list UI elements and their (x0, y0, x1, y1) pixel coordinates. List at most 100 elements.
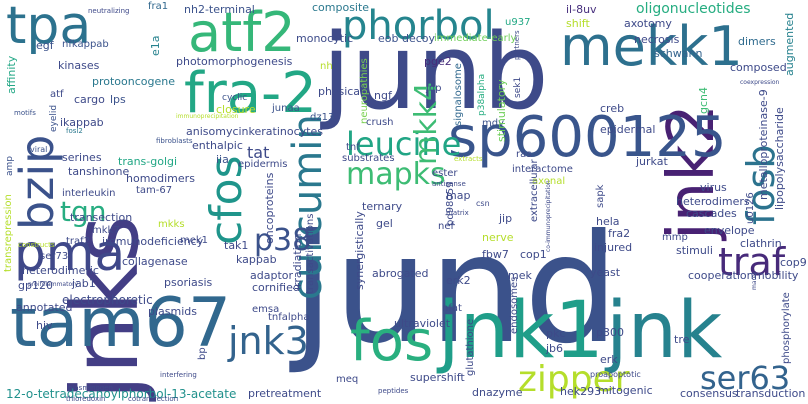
word-plasminogen: plasminogen (68, 384, 113, 392)
word-cop1: cop1 (520, 248, 547, 261)
word-tgn: tgn (60, 195, 107, 228)
word-cop9: cop9 (780, 256, 807, 269)
word-synergistically: synergistically (353, 211, 366, 290)
word-injured: injured (594, 241, 633, 254)
word-ultraviolet: ultraviolet (394, 317, 451, 330)
word-mitogenic: mitogenic (598, 384, 653, 397)
word-bp: bp (197, 347, 208, 360)
word-kinases: kinases (58, 59, 100, 72)
word-neutralizing: neutralizing (88, 7, 130, 15)
word-jb6: jb6 (546, 342, 564, 355)
word-jnk1: jnk1 (438, 286, 604, 376)
word-cargo: cargo (74, 93, 105, 106)
word-affinity: affinity (5, 55, 18, 94)
word-dnazyme: dnazyme (472, 386, 523, 399)
word-protooncogene: protooncogene (92, 75, 176, 88)
word-tpa: tpa (6, 0, 92, 56)
word-tre: tre (674, 333, 690, 346)
word-mdv: mdv (482, 118, 505, 129)
word-clathrin: clathrin (740, 237, 782, 250)
word-matrix: matrix (446, 209, 469, 217)
word-eob-decoy: eob decoy (378, 32, 436, 45)
word-ras: ras (516, 149, 532, 160)
word-jnk3: jnk3 (228, 319, 309, 363)
word-sapk: sapk (595, 184, 606, 208)
word-jnk: jnk (606, 286, 723, 376)
word-transactivations: transactivations (305, 213, 316, 294)
word-nfat: nfat (442, 303, 462, 314)
word-creb: creb (600, 102, 625, 115)
word-kappab: kappab (236, 253, 277, 266)
word-oncoproteins: oncoproteins (263, 172, 276, 244)
word-stimulatory: stimulatory (495, 79, 508, 142)
word-mkks: mkks (158, 219, 185, 230)
word-epidermis: epidermis (238, 159, 288, 170)
word-augmented: augmented (783, 12, 796, 76)
word-immediate-early: immediate-early (434, 33, 517, 44)
word-pretreatment: pretreatment (248, 387, 322, 400)
word-gp120: gp120 (18, 279, 53, 292)
word-dz13: dz13 (310, 112, 335, 123)
word-nef: nef (438, 221, 455, 232)
word-phorbol: phorbol (342, 3, 495, 49)
word-meq: meq (336, 374, 359, 385)
word-interactome: interactome (512, 164, 573, 175)
word-iia: iia (216, 153, 229, 166)
word-ternary: ternary (362, 200, 403, 213)
word-gcn4: gcn4 (697, 86, 710, 114)
word-gel: gel (376, 217, 393, 230)
word-signalosome: signalosome (453, 63, 464, 126)
word-mobility: mobility (754, 269, 799, 282)
word-mek: mek (508, 269, 532, 282)
word-cooperation: cooperation (688, 269, 754, 282)
word-cotransfection: cotransfection (128, 395, 179, 403)
word-anisomycinkeratinocytes: anisomycinkeratinocytes (186, 125, 323, 138)
word-oligonucleotides: oligonucleotides (636, 1, 751, 17)
word-junb: junb (322, 11, 549, 133)
word-cornified: cornified (252, 281, 300, 294)
word-atf2: atf2 (188, 1, 296, 64)
word-jab1: jab1 (72, 277, 96, 290)
word-atf: atf (50, 89, 64, 100)
word-monocytic: monocytic (296, 32, 354, 45)
word-tnfalpha: tnfalpha (268, 312, 310, 323)
word-glutathione: glutathione (465, 318, 476, 376)
word-ser63: ser63 (700, 359, 791, 397)
word-transduction: transduction (736, 387, 806, 400)
word-u0126: u0126 (745, 192, 756, 224)
word-tak1: tak1 (224, 239, 249, 252)
word-motifs: motifs (14, 109, 36, 117)
word-consensus: consensus (680, 387, 738, 400)
word-tanshinone: tanshinone (68, 165, 130, 178)
word-tat: tat (247, 143, 270, 162)
word-nh2-terminal: nh2-terminal (184, 3, 255, 16)
word-e1a: e1a (149, 35, 162, 56)
word-virus: virus (700, 181, 727, 194)
word-viral: viral (30, 145, 48, 154)
word-lps: lps (110, 93, 126, 106)
word-composed: composed (730, 61, 787, 74)
word-fra2: fra2 (608, 227, 631, 240)
word-leucine: leucine (346, 125, 462, 163)
word-extracellular: extracellular (529, 159, 540, 222)
word-pma: pma (14, 224, 126, 282)
word-egf: egf (36, 39, 54, 52)
word-transrepression: transrepression (3, 194, 14, 272)
word-sek1: sek1 (513, 76, 523, 98)
word-nfkappab: nfkappab (62, 39, 109, 50)
word-csn: csn (476, 199, 490, 208)
word-extracts: extracts (454, 155, 483, 163)
word-partners: partners (513, 30, 521, 60)
word-ikappab: ikappab (60, 116, 104, 129)
word-electrophoretic: electrophoretic (62, 293, 153, 307)
word-proapoptotic: proapoptotic (590, 370, 641, 379)
word-fibroblasts: fibroblasts (156, 137, 193, 145)
word-sp600125: sp600125 (448, 105, 727, 170)
word-photomorphogenesis: photomorphogenesis (176, 55, 293, 68)
word-eyelid: eyelid (49, 104, 59, 132)
word-crush: crush (366, 117, 394, 128)
word-hek293: hek293 (560, 385, 602, 398)
word-fbw7: fbw7 (482, 248, 509, 261)
word-constructs: constructs (18, 241, 55, 249)
word-metalloproteinase-9: metalloproteinase-9 (757, 89, 770, 200)
